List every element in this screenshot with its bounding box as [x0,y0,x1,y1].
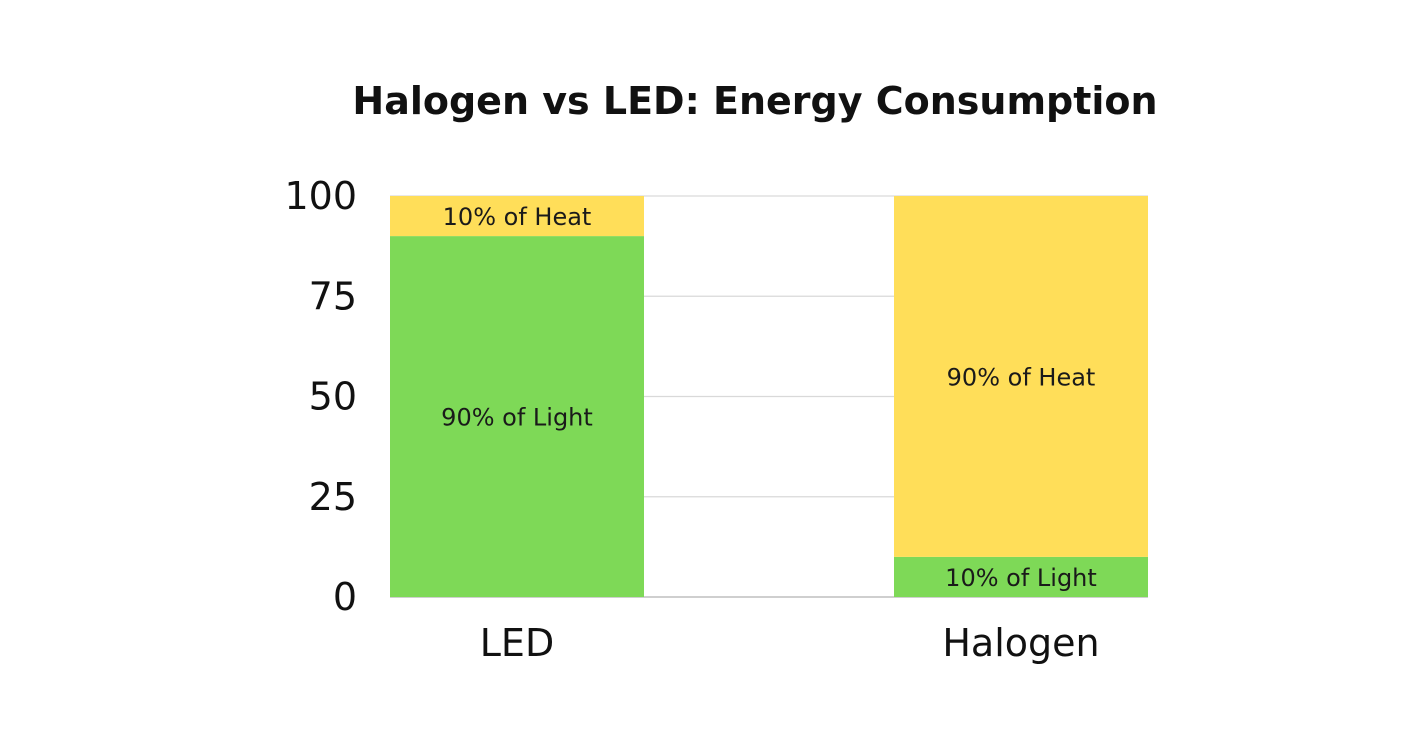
bar-led-segment-0 [390,236,644,597]
data-label-halogen-1: 90% of Heat [947,363,1096,391]
data-label-led-0: 90% of Light [441,404,593,432]
chart-title: Halogen vs LED: Energy Consumption [352,79,1157,123]
bars: 90% of Light 10% of Heat 10% of Light 90% o… [390,196,1148,597]
y-tick-label-0: 0 [333,575,357,619]
data-label-halogen-0: 10% of Light [945,564,1097,592]
bar-halogen-segment-0 [894,556,1148,597]
x-tick-label-halogen: Halogen [942,621,1099,665]
y-axis: 0 25 50 75 100 [284,174,357,619]
bar-led-segment-1 [390,196,644,237]
data-label-led-1: 10% of Heat [443,203,592,231]
x-axis: LED Halogen [480,621,1100,665]
bar-halogen-segment-1 [894,196,1148,557]
y-tick-label-25: 25 [309,475,357,519]
y-tick-label-100: 100 [284,174,357,218]
x-tick-label-led: LED [480,621,554,665]
y-tick-label-75: 75 [309,274,357,318]
y-tick-label-50: 50 [309,375,357,419]
